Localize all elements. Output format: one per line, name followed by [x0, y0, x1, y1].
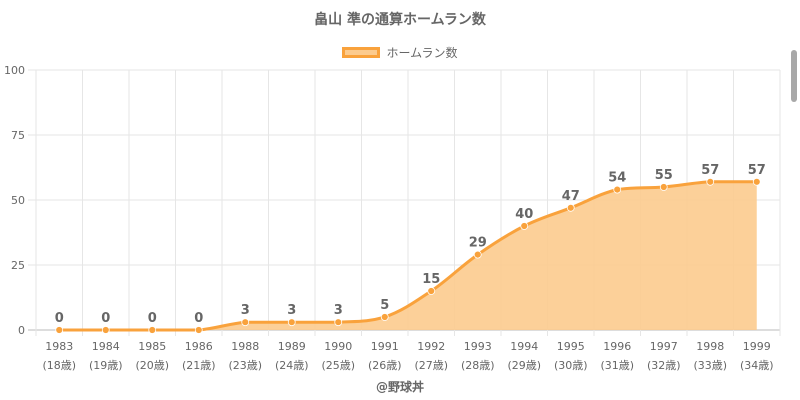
- x-tick-age-label: (18歳): [42, 359, 76, 372]
- x-tick-age-label: (21歳): [182, 359, 216, 372]
- x-tick-age-label: (26歳): [368, 359, 402, 372]
- legend-swatch: [342, 47, 381, 58]
- data-point: [101, 326, 110, 334]
- data-label: 3: [287, 303, 296, 318]
- data-label: 3: [241, 303, 250, 318]
- legend[interactable]: ホームラン数: [0, 44, 800, 61]
- x-tick-label: 1986: [185, 340, 213, 353]
- x-tick-label: 1988: [231, 340, 259, 353]
- watermark: @野球丼: [375, 380, 424, 394]
- data-label: 3: [334, 303, 343, 318]
- y-tick-label: 0: [18, 324, 25, 337]
- x-tick-age-label: (31歳): [600, 359, 634, 372]
- data-label: 54: [608, 171, 626, 186]
- data-point: [613, 185, 622, 194]
- y-tick-label: 25: [11, 259, 25, 272]
- data-point: [194, 326, 203, 334]
- data-label: 55: [655, 168, 673, 183]
- data-point: [148, 326, 157, 334]
- data-point: [706, 177, 715, 186]
- x-tick-label: 1984: [92, 340, 120, 353]
- x-tick-age-label: (33歳): [693, 359, 727, 372]
- x-tick-age-label: (30歳): [554, 359, 588, 372]
- x-tick-label: 1989: [278, 340, 306, 353]
- x-tick-label: 1993: [464, 340, 492, 353]
- data-label: 29: [469, 236, 487, 251]
- y-tick-label: 100: [4, 64, 25, 77]
- x-tick-age-label: (28歳): [461, 359, 495, 372]
- x-tick-label: 1999: [743, 340, 771, 353]
- x-tick-label: 1983: [45, 340, 73, 353]
- x-tick-age-label: (25歳): [321, 359, 355, 372]
- data-point: [55, 326, 64, 334]
- series-line: [59, 180, 757, 332]
- data-label: 0: [148, 311, 157, 326]
- data-label: 40: [515, 207, 533, 222]
- x-tick-label: 1994: [510, 340, 538, 353]
- x-tick-label: 1991: [371, 340, 399, 353]
- axes: 02550751001983(18歳)1984(19歳)1985(20歳)198…: [4, 64, 774, 372]
- data-point: [380, 313, 389, 321]
- data-label: 0: [194, 311, 203, 326]
- data-point: [241, 318, 250, 327]
- data-label: 0: [55, 311, 64, 326]
- data-label: 47: [562, 189, 580, 204]
- x-tick-label: 1997: [650, 340, 678, 353]
- x-tick-label: 1995: [557, 340, 585, 353]
- area-fill: [59, 181, 757, 330]
- data-point: [473, 250, 482, 259]
- x-tick-label: 1996: [603, 340, 631, 353]
- y-tick-label: 75: [11, 129, 25, 142]
- data-labels: 0 0 0 0 3 3 3 5 15 29 40 47 54 55 57 57: [55, 163, 766, 326]
- chart-title: 畠山 準の通算ホームラン数: [314, 12, 486, 28]
- x-tick-age-label: (19歳): [89, 359, 123, 372]
- data-label: 57: [748, 163, 766, 178]
- data-point: [334, 318, 343, 327]
- scrollbar-thumb[interactable]: [791, 50, 797, 102]
- data-point: [566, 203, 575, 212]
- x-tick-age-label: (29歳): [507, 359, 541, 372]
- data-label: 5: [380, 298, 389, 313]
- data-point: [427, 287, 436, 295]
- area-series: [59, 180, 757, 332]
- data-point: [520, 222, 529, 230]
- x-tick-label: 1998: [696, 340, 724, 353]
- x-tick-label: 1992: [417, 340, 445, 353]
- x-tick-label: 1985: [138, 340, 166, 353]
- y-tick-label: 50: [11, 194, 25, 207]
- x-tick-age-label: (23歳): [228, 359, 262, 372]
- data-label: 15: [422, 272, 440, 287]
- legend-label: ホームラン数: [386, 46, 458, 60]
- x-tick-age-label: (20歳): [135, 359, 169, 372]
- x-tick-label: 1990: [324, 340, 352, 353]
- x-tick-age-label: (24歳): [275, 359, 309, 372]
- data-point: [752, 177, 761, 186]
- data-point: [287, 318, 296, 327]
- x-tick-age-label: (34歳): [740, 359, 774, 372]
- data-label: 0: [101, 311, 110, 326]
- data-points: [55, 177, 761, 334]
- x-tick-age-label: (32歳): [647, 359, 681, 372]
- data-point: [659, 183, 668, 191]
- x-tick-age-label: (27歳): [414, 359, 448, 372]
- data-label: 57: [701, 163, 719, 178]
